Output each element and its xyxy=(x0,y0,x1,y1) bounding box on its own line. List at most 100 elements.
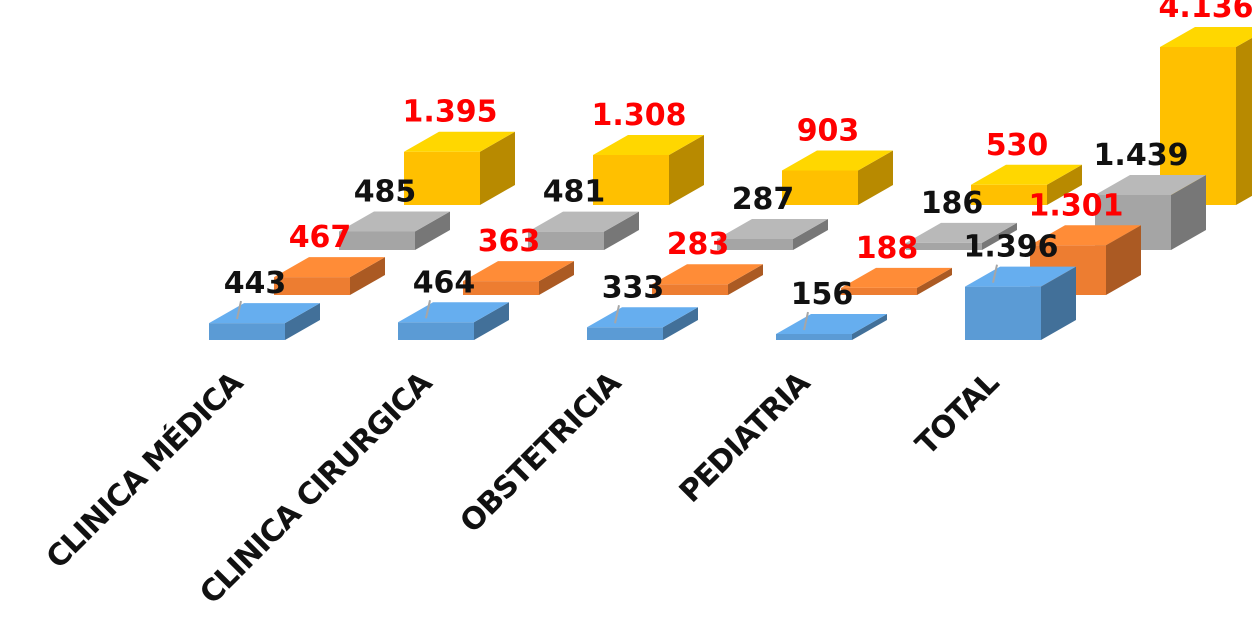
bar-top-face xyxy=(971,164,1082,185)
bar-clinica-medica-series-3 xyxy=(404,131,515,205)
bar-side-face xyxy=(982,222,1017,250)
data-label-obstetricia-series-0: 333 xyxy=(602,270,665,305)
bar-top-face xyxy=(652,264,763,285)
bar-top-face xyxy=(593,135,704,156)
leader-line xyxy=(425,300,431,319)
data-label-obstetricia-series-2: 287 xyxy=(732,182,795,217)
series-0 xyxy=(209,266,1076,340)
bar-clinica-medica-series-2 xyxy=(339,211,450,250)
bars-layer xyxy=(209,27,1252,340)
category-label-clinica-medica: CLINICA MÉDICA xyxy=(39,364,251,576)
value-labels-layer: 1.395 1.308 903 530 4.136 485 481 287 186 1.439 46… xyxy=(224,0,1252,331)
bar-front-face xyxy=(398,322,474,340)
data-label-total-series-2: 1.439 xyxy=(1094,138,1189,173)
data-label-pediatria-series-3: 530 xyxy=(986,128,1049,163)
bar-side-face xyxy=(1047,164,1082,205)
bar-side-face xyxy=(1041,266,1076,340)
bar-side-face xyxy=(1236,37,1252,205)
data-label-clinica-cirurgica-series-3: 1.308 xyxy=(592,98,687,133)
data-label-clinica-medica-series-1: 467 xyxy=(289,220,352,255)
bar-side-face xyxy=(1106,225,1141,295)
bar-pediatria-series-3 xyxy=(971,164,1082,205)
bar-clinica-cirurgica-series-1 xyxy=(463,261,574,295)
bar-clinica-cirurgica-series-0 xyxy=(398,302,509,340)
category-label-obstetricia: OBSTETRICIA xyxy=(454,365,629,540)
data-label-total-series-3: 4.136 xyxy=(1159,0,1252,25)
leader-line xyxy=(992,264,998,283)
category-label-pediatria: PEDIATRIA xyxy=(673,365,818,510)
data-label-clinica-medica-series-0: 443 xyxy=(224,266,287,301)
bar-top-face xyxy=(906,222,1017,243)
bar-total-series-3 xyxy=(1160,27,1252,205)
series-2 xyxy=(339,175,1206,250)
bar-top-face xyxy=(528,211,639,232)
bar-side-face xyxy=(793,219,828,250)
leader-line xyxy=(803,311,809,331)
bar-top-face xyxy=(1030,225,1141,246)
bar-front-face xyxy=(339,231,415,250)
bar-front-face xyxy=(463,281,539,295)
bar-pediatria-series-1 xyxy=(841,267,952,295)
bar-top-face xyxy=(274,257,385,278)
data-label-pediatria-series-1: 188 xyxy=(856,231,919,266)
bar-clinica-medica-series-0 xyxy=(209,303,320,340)
bar-side-face xyxy=(285,303,320,340)
bar-side-face xyxy=(917,267,952,295)
bar-pediatria-series-2 xyxy=(906,222,1017,250)
bar-front-face xyxy=(274,277,350,295)
bar-side-face xyxy=(350,257,385,295)
bar-side-face xyxy=(669,135,704,205)
bar-top-face xyxy=(463,261,574,282)
bar-obstetricia-series-1 xyxy=(652,264,763,295)
bar-front-face xyxy=(971,184,1047,205)
bar-front-face xyxy=(717,239,793,250)
data-label-obstetricia-series-1: 283 xyxy=(667,227,730,262)
bar-total-series-2 xyxy=(1095,175,1206,250)
bar-side-face xyxy=(604,211,639,250)
bar-clinica-cirurgica-series-2 xyxy=(528,211,639,250)
bar-front-face xyxy=(965,286,1041,340)
data-label-obstetricia-series-3: 903 xyxy=(797,114,860,149)
leader-line xyxy=(236,300,242,320)
bar-top-face xyxy=(404,131,515,152)
bar-side-face xyxy=(663,307,698,340)
bar-front-face xyxy=(1160,47,1236,205)
bar-top-face xyxy=(841,267,952,288)
bar-side-face xyxy=(539,261,574,295)
data-label-pediatria-series-0: 156 xyxy=(791,277,854,312)
bar-side-face xyxy=(1171,175,1206,250)
bar-obstetricia-series-2 xyxy=(717,219,828,250)
bar-top-face xyxy=(1160,27,1252,47)
bar-front-face xyxy=(528,231,604,250)
bar-front-face xyxy=(209,323,285,340)
bar-front-face xyxy=(776,334,852,340)
bar-front-face xyxy=(404,151,480,205)
bar-front-face xyxy=(906,242,982,250)
bar-pediatria-series-0 xyxy=(776,314,887,340)
bar-obstetricia-series-3 xyxy=(782,150,893,205)
bar-side-face xyxy=(728,264,763,295)
data-label-clinica-cirurgica-series-1: 363 xyxy=(478,224,541,259)
bar-side-face xyxy=(858,150,893,205)
data-label-pediatria-series-2: 186 xyxy=(921,186,984,221)
bar-side-face xyxy=(474,302,509,340)
bar-side-face xyxy=(415,211,450,250)
bar-total-series-0 xyxy=(965,266,1076,340)
category-label-total: TOTAL xyxy=(909,365,1006,462)
bar-side-face xyxy=(852,314,887,340)
bar-top-face xyxy=(339,211,450,232)
data-label-total-series-1: 1.301 xyxy=(1029,188,1124,223)
data-label-clinica-medica-series-3: 1.395 xyxy=(403,95,498,130)
series-3 xyxy=(404,27,1252,205)
bar-front-face xyxy=(593,155,669,205)
bar-front-face xyxy=(587,327,663,340)
bar-clinica-medica-series-1 xyxy=(274,257,385,295)
bar-top-face xyxy=(717,219,828,240)
bar-front-face xyxy=(841,287,917,295)
data-label-clinica-cirurgica-series-0: 464 xyxy=(413,265,476,300)
leader-line xyxy=(614,305,620,324)
data-label-total-series-0: 1.396 xyxy=(964,230,1059,265)
